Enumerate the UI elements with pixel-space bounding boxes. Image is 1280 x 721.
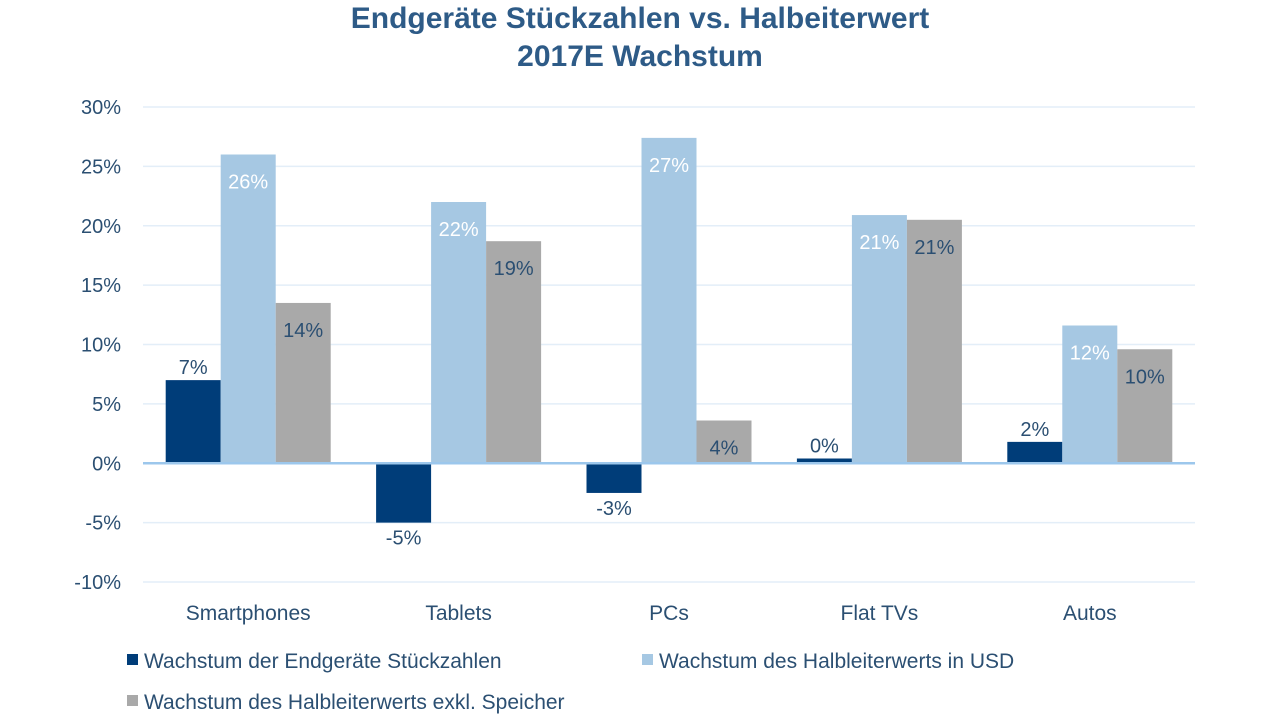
bar-2-flat-tvs xyxy=(851,215,907,464)
data-label: 22% xyxy=(439,219,479,241)
bar-3-tablets xyxy=(486,241,542,464)
legend-label: Wachstum des Halbleiterwerts exkl. Speic… xyxy=(144,691,565,714)
legend-swatch xyxy=(642,654,653,665)
bar-2-autos xyxy=(1062,325,1118,464)
data-label: -5% xyxy=(386,528,422,550)
data-label: 14% xyxy=(283,320,323,342)
y-tick-label: 10% xyxy=(81,335,121,357)
bar-1-tablets xyxy=(376,463,432,523)
bar-1-autos xyxy=(1007,441,1063,464)
x-tick-label: Flat TVs xyxy=(841,602,919,625)
data-label: 21% xyxy=(914,237,954,259)
data-label: 2% xyxy=(1020,419,1049,441)
chart-title: Endgeräte Stückzahlen vs. Halbeiterwert xyxy=(350,2,930,35)
bar-2-tablets xyxy=(431,202,487,464)
y-tick-label: 20% xyxy=(81,216,121,238)
axis-layer: 30% 25% 20% 15% 10% 5% 0% -5% -10% Smartphones Tab… xyxy=(74,97,1195,625)
chart-subtitle: 2017E Wachstum xyxy=(517,40,763,73)
data-label: -3% xyxy=(596,498,632,520)
data-label: 0% xyxy=(810,436,839,458)
legend-label: Wachstum der Endgeräte Stückzahlen xyxy=(144,650,502,673)
bar-1-flat-tvs xyxy=(796,458,852,464)
y-tick-label: 25% xyxy=(81,156,121,178)
bar-3-autos xyxy=(1117,349,1173,464)
data-label: 19% xyxy=(494,258,534,280)
y-tick-label: 30% xyxy=(81,97,121,119)
data-label: 4% xyxy=(710,438,739,460)
data-label: 7% xyxy=(179,357,208,379)
legend-swatch xyxy=(127,654,138,665)
bar-layer xyxy=(165,137,1173,523)
bar-2-smartphones xyxy=(220,154,276,464)
y-tick-label: -10% xyxy=(74,572,121,594)
legend: Wachstum der Endgeräte Stückzahlen Wachst… xyxy=(127,650,1014,714)
data-label: 27% xyxy=(649,155,689,177)
data-label: 26% xyxy=(228,172,268,194)
bar-1-pcs xyxy=(586,463,642,493)
legend-label: Wachstum des Halbleiterwerts in USD xyxy=(659,650,1014,673)
data-label: 10% xyxy=(1125,366,1165,388)
bar-3-pcs xyxy=(696,420,752,464)
label-layer: 7% 26% 14% -5% 22% 19% -3% 27% 4% 0% 21% 21% 2% 12% 10… xyxy=(179,155,1165,550)
y-tick-label: 0% xyxy=(92,453,121,475)
x-tick-label: PCs xyxy=(649,602,689,625)
x-tick-label: Tablets xyxy=(425,602,492,625)
bar-2-pcs xyxy=(641,137,697,464)
y-tick-label: 5% xyxy=(92,394,121,416)
y-tick-label: 15% xyxy=(81,275,121,297)
x-tick-label: Smartphones xyxy=(186,602,311,625)
bar-3-flat-tvs xyxy=(906,219,962,464)
y-tick-label: -5% xyxy=(85,513,121,535)
x-tick-label: Autos xyxy=(1063,602,1117,625)
legend-swatch xyxy=(127,695,138,706)
bar-3-smartphones xyxy=(275,302,331,464)
data-label: 12% xyxy=(1070,343,1110,365)
bar-1-smartphones xyxy=(165,380,221,464)
data-label: 21% xyxy=(859,232,899,254)
